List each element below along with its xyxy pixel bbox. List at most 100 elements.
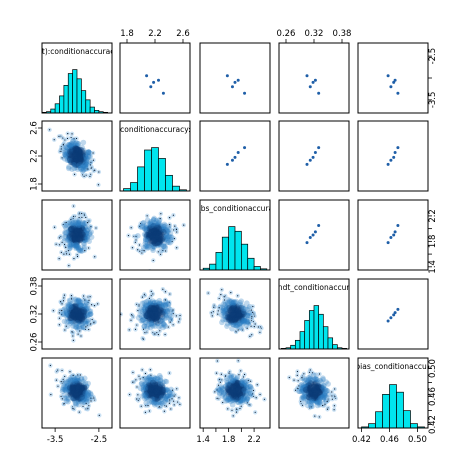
density-point — [69, 309, 77, 316]
density-point — [164, 235, 171, 242]
density-point — [71, 314, 78, 321]
density-point — [77, 396, 84, 402]
density-point — [306, 387, 313, 394]
density-point — [72, 306, 79, 313]
density-point — [147, 383, 155, 391]
density-point — [87, 311, 93, 318]
density-point — [307, 376, 314, 382]
density-point — [156, 237, 163, 244]
density-point — [69, 152, 76, 159]
density-point — [156, 300, 163, 307]
density-point — [154, 313, 161, 320]
density-point — [156, 313, 163, 320]
outlier-point — [49, 364, 51, 367]
outlier-point — [242, 376, 245, 378]
density-point — [151, 227, 158, 235]
density-point — [147, 219, 153, 225]
outlier-point — [140, 405, 142, 407]
density-point — [71, 236, 79, 244]
outlier-point — [63, 294, 66, 296]
density-point — [165, 301, 172, 308]
density-point — [160, 302, 167, 309]
density-point — [143, 299, 150, 305]
density-point — [160, 379, 166, 386]
density-point — [313, 376, 319, 383]
density-point — [219, 319, 225, 326]
density-point — [160, 384, 167, 390]
density-point — [153, 237, 160, 244]
density-point — [76, 224, 83, 231]
density-point — [69, 236, 77, 243]
density-point — [154, 312, 161, 320]
density-point — [138, 313, 145, 320]
density-point — [146, 321, 152, 328]
density-point — [68, 318, 75, 325]
density-point — [303, 390, 309, 396]
density-point — [83, 299, 89, 305]
hist-bar — [144, 149, 152, 192]
density-point — [233, 383, 240, 390]
density-point — [231, 383, 238, 391]
density-point — [77, 311, 84, 318]
density-point — [312, 393, 319, 401]
density-point — [81, 392, 88, 398]
outlier-point — [70, 218, 72, 221]
density-point — [164, 227, 170, 234]
density-point — [77, 385, 84, 392]
density-point — [146, 374, 153, 380]
density-point — [61, 318, 68, 325]
estimate-point — [313, 151, 317, 154]
outlier-point — [83, 295, 85, 297]
density-point — [154, 229, 161, 237]
outlier-point — [331, 398, 333, 400]
density-point — [308, 388, 315, 395]
outlier-point — [263, 398, 266, 400]
density-point — [74, 384, 81, 391]
density-point — [222, 394, 229, 400]
density-point — [166, 389, 173, 396]
tick-label: 0.32 — [30, 305, 40, 324]
density-point — [238, 298, 245, 304]
density-point — [62, 152, 69, 158]
panel-r3-c3: sp_bs_conditionaccuracy — [199, 199, 271, 271]
outlier-point — [173, 238, 176, 240]
density-point — [73, 239, 80, 246]
outlier-point — [240, 370, 242, 372]
density-point — [162, 307, 169, 314]
outlier-point — [331, 391, 333, 393]
density-point — [237, 395, 244, 401]
density-point — [152, 222, 159, 230]
density-point — [82, 160, 89, 167]
density-point — [236, 321, 243, 327]
density-point — [79, 150, 86, 157]
density-point — [316, 385, 324, 393]
density-point — [85, 316, 92, 323]
density-point — [235, 392, 242, 399]
density-point — [306, 394, 313, 401]
density-point — [303, 383, 311, 391]
outlier-point — [216, 360, 218, 362]
estimate-point — [393, 151, 397, 154]
outlier-point — [169, 321, 171, 323]
density-point — [228, 386, 236, 394]
density-point — [148, 386, 156, 394]
density-point — [67, 316, 74, 323]
density-point — [321, 391, 327, 398]
density-point — [72, 391, 79, 399]
density-point — [306, 398, 312, 405]
density-point — [305, 382, 312, 389]
density-point — [226, 384, 233, 392]
density-point — [233, 391, 240, 398]
density-point — [153, 231, 160, 239]
estimate-point — [152, 80, 156, 84]
density-point — [238, 389, 246, 396]
density-point — [240, 385, 247, 392]
density-point — [74, 166, 81, 173]
density-point — [72, 158, 79, 165]
density-point — [154, 234, 161, 241]
hist-bar — [172, 185, 180, 192]
outlier-point — [80, 335, 82, 337]
density-point — [149, 312, 157, 320]
density-point — [237, 310, 245, 317]
density-point — [232, 310, 240, 318]
